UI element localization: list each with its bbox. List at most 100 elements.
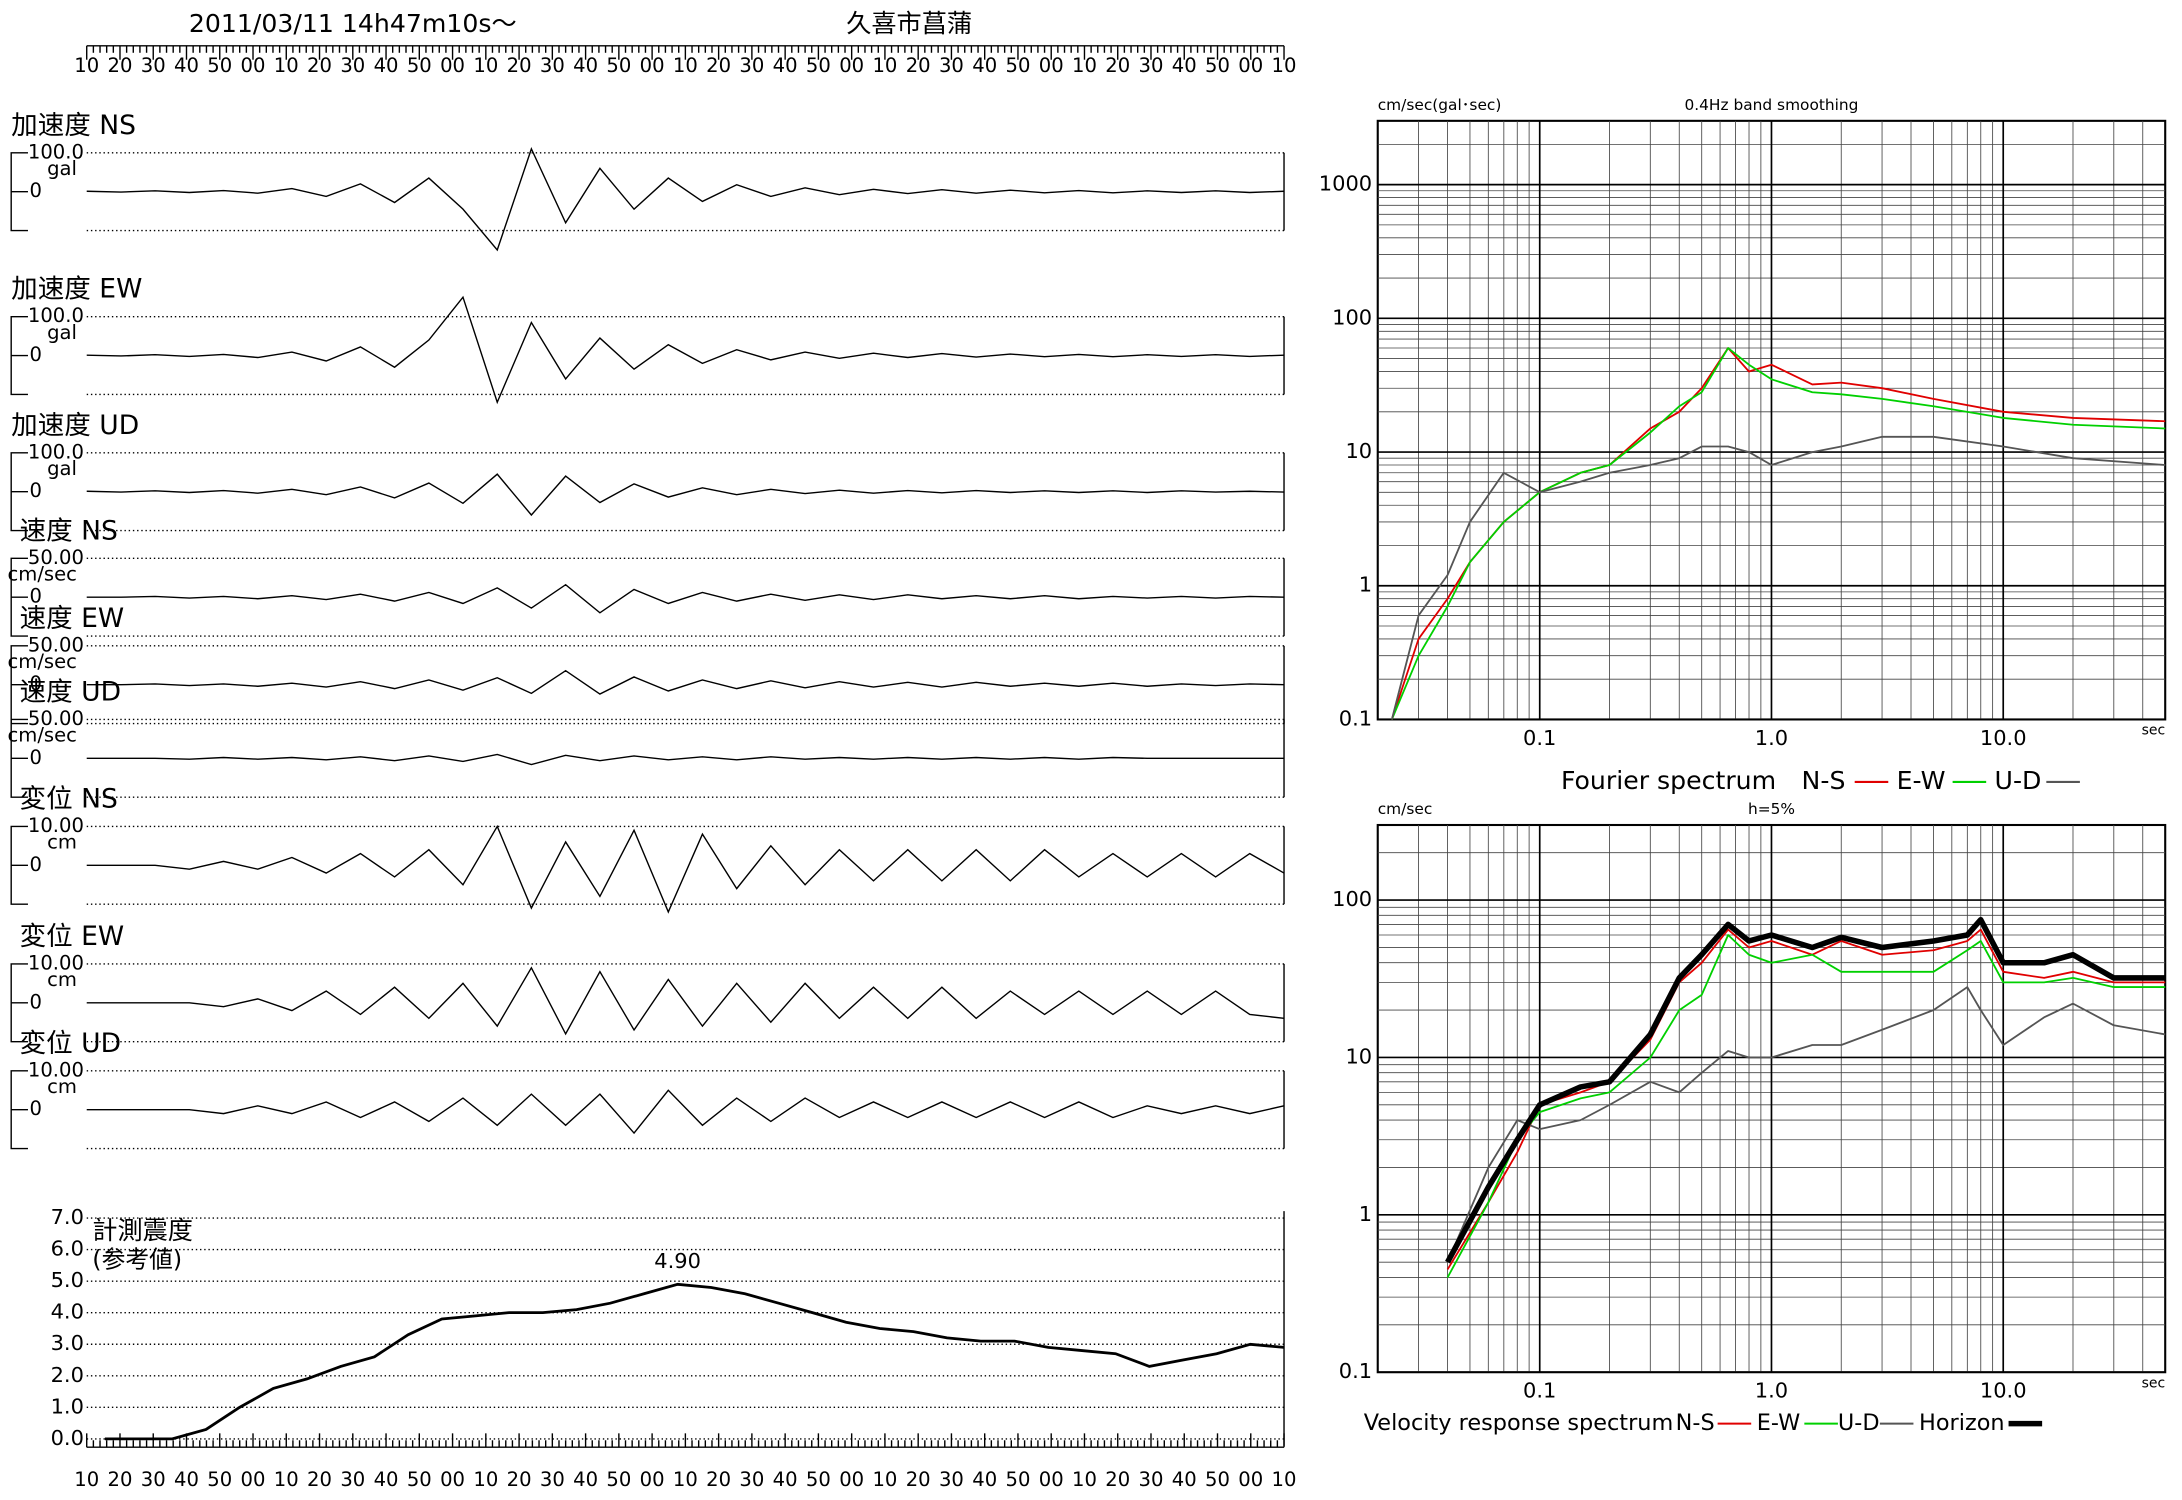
time-tick-label: 40 (773, 54, 798, 77)
y-tick-label: 1 (1359, 573, 1372, 597)
trace-zero: 0 (29, 479, 41, 502)
time-tick-label: 10 (872, 54, 897, 77)
time-tick-label: 20 (1105, 1468, 1130, 1491)
time-tick-label: 50 (606, 1468, 631, 1491)
legend-label: Horizon (1919, 1410, 2005, 1436)
time-tick-label: 10 (1072, 1468, 1097, 1491)
time-tick-label: 40 (1172, 54, 1197, 77)
trace-scale: 50.00 (28, 546, 84, 569)
time-tick-label: 00 (839, 1468, 864, 1491)
time-tick-label: 20 (108, 54, 133, 77)
trace-bracket (10, 645, 28, 725)
x-tick-label: 1.0 (1755, 1379, 1788, 1403)
waveform (86, 753, 1285, 766)
time-tick-label: 20 (307, 1468, 332, 1491)
y-tick-label: 0.1 (1339, 1359, 1372, 1383)
y-tick-label: 5.0 (51, 1268, 84, 1292)
time-tick-label: 50 (407, 1468, 432, 1491)
time-tick-label: 40 (374, 54, 399, 77)
time-tick-label: 20 (906, 1468, 931, 1491)
chart-title: 計測震度 (92, 1216, 193, 1245)
trace-unit: gal (47, 321, 77, 344)
time-tick-label: 50 (806, 1468, 831, 1491)
time-tick-label: 00 (839, 54, 864, 77)
chart-title: 0.4Hz band smoothing (1684, 96, 1858, 114)
series-line (1446, 928, 2166, 1270)
time-tick-label: 20 (307, 54, 332, 77)
time-tick-label: 10 (274, 1468, 299, 1491)
time-tick-label: 50 (207, 54, 232, 77)
y-tick-label: 7.0 (51, 1205, 84, 1229)
time-tick-label: 40 (972, 54, 997, 77)
time-tick-label: 30 (340, 54, 365, 77)
trace-zero: 0 (29, 853, 41, 876)
time-tick-label: 30 (939, 54, 964, 77)
time-tick-label: 00 (640, 54, 665, 77)
time-tick-label: 30 (540, 1468, 565, 1491)
y-tick-label: 10 (1345, 1045, 1372, 1069)
time-tick-label: 20 (507, 54, 532, 77)
time-tick-label: 00 (640, 1468, 665, 1491)
trace-zero: 0 (29, 990, 41, 1013)
time-tick-label: 50 (407, 54, 432, 77)
time-tick-label: 30 (1139, 54, 1164, 77)
time-tick-label: 10 (673, 1468, 698, 1491)
time-tick-label: 10 (673, 54, 698, 77)
time-tick-label: 20 (507, 1468, 532, 1491)
waveform (86, 295, 1285, 405)
trace-scale: 10.00 (28, 1058, 84, 1081)
time-tick-label: 00 (241, 1468, 266, 1491)
peak-label: 4.90 (654, 1249, 701, 1273)
chart-title: h=5% (1748, 800, 1795, 818)
time-tick-label: 30 (340, 1468, 365, 1491)
trace-unit: cm (47, 968, 77, 991)
time-tick-label: 10 (274, 54, 299, 77)
trace-bracket (10, 718, 28, 798)
series-line (1390, 435, 2166, 720)
time-tick-label: 30 (141, 1468, 166, 1491)
time-tick-label: 10 (74, 54, 99, 77)
trace-label: 変位 UD (20, 1028, 121, 1059)
series-line (1391, 347, 2166, 720)
trace-scale: 10.00 (28, 814, 84, 837)
time-tick-label: 20 (906, 54, 931, 77)
time-tick-label: 20 (108, 1468, 133, 1491)
time-tick-label: 10 (473, 1468, 498, 1491)
time-tick-label: 40 (374, 1468, 399, 1491)
time-tick-label: 50 (1205, 1468, 1230, 1491)
trace-label: 速度 NS (20, 516, 118, 547)
trace-bracket (10, 557, 28, 637)
time-tick-label: 50 (1005, 54, 1030, 77)
x-tick-label: 0.1 (1523, 726, 1556, 750)
y-tick-label: 4.0 (51, 1300, 84, 1324)
waveform (86, 147, 1285, 252)
waveform (86, 1089, 1285, 1135)
time-tick-label: 00 (440, 54, 465, 77)
trace-label: 変位 EW (20, 921, 125, 952)
time-tick-label: 20 (706, 1468, 731, 1491)
time-tick-label: 40 (972, 1468, 997, 1491)
x-tick-label: 0.1 (1523, 1379, 1556, 1403)
trace-label: 加速度 UD (11, 410, 139, 441)
time-tick-label: 30 (540, 54, 565, 77)
time-tick-label: 20 (1105, 54, 1130, 77)
trace-zero: 0 (29, 343, 41, 366)
legend-label: U-D (1995, 766, 2042, 795)
trace-zero: 0 (29, 672, 41, 695)
time-tick-label: 10 (473, 54, 498, 77)
intensity-line (104, 1282, 1285, 1441)
legend-label: E-W (1757, 1410, 1800, 1436)
time-tick-label: 30 (739, 54, 764, 77)
legend-title: Fourier spectrum (1561, 766, 1776, 795)
time-tick-label: 50 (806, 54, 831, 77)
x-tick-label: 10.0 (1980, 1379, 2027, 1403)
x-tick-label: 10.0 (1980, 726, 2027, 750)
y-axis-label: cm/sec(gal･sec) (1378, 96, 1502, 114)
waveform (86, 824, 1285, 914)
trace-scale: 50.00 (28, 633, 84, 656)
time-tick-label: 50 (606, 54, 631, 77)
y-axis-label: cm/sec (1378, 800, 1433, 818)
legend-title: Velocity response spectrum (1364, 1410, 1674, 1436)
time-tick-label: 40 (573, 54, 598, 77)
